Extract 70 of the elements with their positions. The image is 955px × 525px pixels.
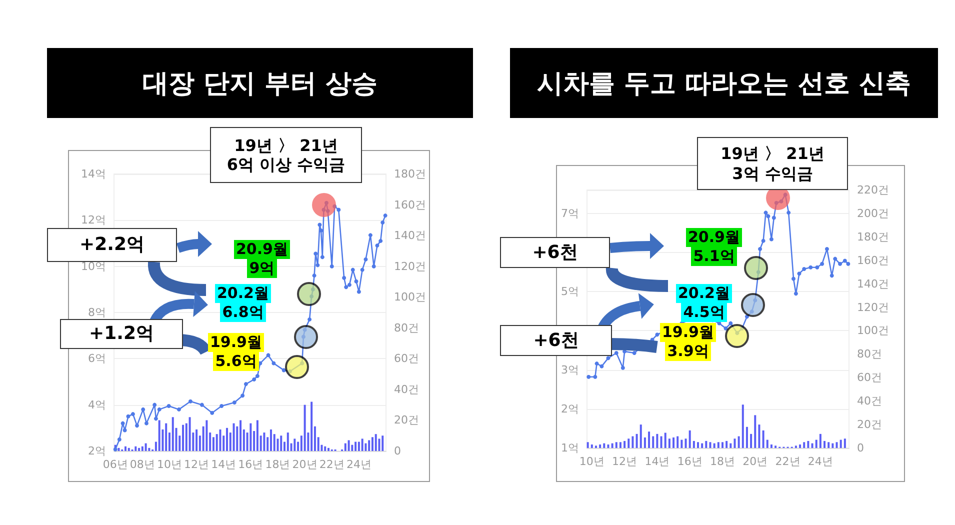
annotation: 20.2월 4.5억 <box>676 284 731 322</box>
callout-box: +2.2억 <box>47 228 177 262</box>
y2-tick-label: 80건 <box>394 321 420 334</box>
y2-tick-label: 100건 <box>857 324 889 338</box>
x-tick-label: 12년 <box>184 458 210 471</box>
y2-tick-label: 0 <box>857 442 864 454</box>
x-tick-label: 08년 <box>130 458 155 471</box>
y-tick-label: 10억 <box>81 260 106 273</box>
callout-box: 19년 〉 21년 3억 수익금 <box>697 137 848 190</box>
y-tick-label: 1억 <box>561 442 579 454</box>
y2-tick-label: 0 <box>394 444 402 458</box>
annotation: 19년 〉 21년 3억 수익금 <box>720 144 824 183</box>
y2-tick-label: 20건 <box>394 414 420 427</box>
y2-tick-label: 160건 <box>857 254 889 267</box>
x-tick-label: 20년 <box>742 455 768 468</box>
x-tick-label: 24년 <box>346 458 372 471</box>
annotation: 20.9월 5.1억 <box>686 228 741 266</box>
y2-tick-label: 180건 <box>857 230 889 244</box>
x-tick-label: 16년 <box>238 458 264 471</box>
annotation: 20.2월 6.8억 <box>216 284 270 322</box>
x-tick-label: 24년 <box>808 455 833 468</box>
annotation: 19년 〉 21년 6억 이상 수익금 <box>226 136 346 174</box>
annotation: +2.2억 <box>80 234 144 256</box>
y2-tick-label: 20건 <box>857 418 882 432</box>
y-tick-label: 3억 <box>561 363 579 376</box>
y-tick-label: 8억 <box>88 306 106 319</box>
x-tick-label: 14년 <box>211 458 236 471</box>
y2-tick-label: 100건 <box>394 290 426 304</box>
y-tick-label: 6억 <box>88 352 106 366</box>
y2-tick-label: 40건 <box>394 382 420 396</box>
y2-tick-label: 160건 <box>394 198 426 212</box>
annotation: 19.9월 3.9억 <box>660 323 715 360</box>
y2-tick-label: 80건 <box>857 348 882 361</box>
y2-tick-label: 140건 <box>857 277 889 290</box>
y2-tick-label: 180건 <box>394 168 426 180</box>
y-tick-label: 12억 <box>81 214 106 227</box>
x-tick-label: 22년 <box>319 458 344 471</box>
chart-title: 시차를 두고 따라오는 선호 신축 <box>510 48 938 118</box>
x-tick-label: 14년 <box>644 455 670 468</box>
callout-box: 19년 〉 21년 6억 이상 수익금 <box>210 127 362 183</box>
chart-title: 대장 단지 부터 상승 <box>47 48 473 118</box>
x-tick-label: 16년 <box>677 455 702 468</box>
x-tick-label: 18년 <box>265 458 290 471</box>
annotation: +1.2억 <box>89 323 154 345</box>
y2-tick-label: 140건 <box>394 229 426 242</box>
annotation: 20.9월 9억 <box>234 240 289 278</box>
y2-tick-label: 120건 <box>394 260 426 273</box>
y2-tick-label: 60건 <box>857 371 882 384</box>
y2-tick-label: 220건 <box>857 184 889 196</box>
x-tick-label: 06년 <box>102 458 128 471</box>
y2-tick-label: 200건 <box>857 206 889 220</box>
y-tick-label: 7억 <box>561 206 579 220</box>
x-tick-label: 10년 <box>579 455 604 468</box>
y2-tick-label: 60건 <box>394 352 420 366</box>
y-tick-label: 5억 <box>561 285 579 298</box>
y-tick-label: 2억 <box>88 444 106 458</box>
x-tick-label: 10년 <box>156 458 182 471</box>
x-tick-label: 18년 <box>710 455 735 468</box>
y2-tick-label: 40건 <box>857 394 882 408</box>
y-tick-label: 2억 <box>561 402 579 416</box>
callout-box: +1.2억 <box>60 319 183 349</box>
x-tick-label: 20년 <box>292 458 318 471</box>
y-tick-label: 14억 <box>81 168 106 180</box>
y-tick-label: 4억 <box>88 398 106 412</box>
x-tick-label: 12년 <box>612 455 638 468</box>
callout-box: +6천 <box>500 237 610 268</box>
x-tick-label: 22년 <box>775 455 800 468</box>
callout-box: +6천 <box>500 325 612 356</box>
annotation: 19.9월 5.6억 <box>208 333 263 370</box>
y2-tick-label: 120건 <box>857 300 889 314</box>
